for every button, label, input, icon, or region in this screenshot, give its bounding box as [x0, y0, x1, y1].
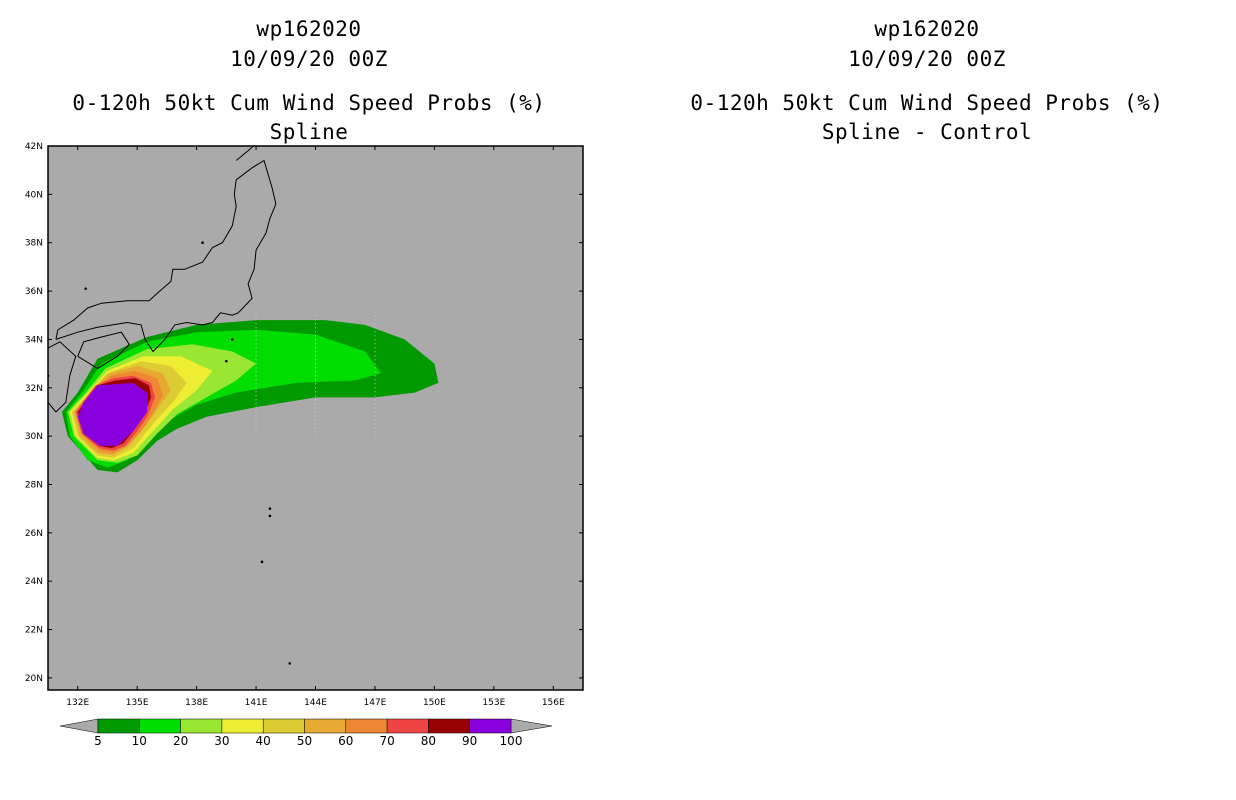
island	[268, 514, 272, 518]
colorbar-label: 50	[297, 734, 312, 748]
x-tick-label: 132E	[66, 698, 89, 708]
panel-title-storm-id: wp162020	[256, 17, 362, 41]
right-panel: wp162020 10/09/20 00Z 0-120h 50kt Cum Wi…	[618, 0, 1236, 800]
probability-contour-90	[77, 382, 148, 446]
x-tick-label: 135E	[126, 698, 149, 708]
y-tick-label: 26N	[25, 529, 43, 539]
panel-title-subtitle: Spline	[269, 120, 349, 144]
colorbar-swatch	[428, 718, 470, 734]
x-tick-label: 147E	[364, 698, 387, 708]
colorbar-label: 30	[214, 734, 229, 748]
x-tick-label: 153E	[482, 698, 505, 708]
colorbar-label: 40	[256, 734, 271, 748]
y-tick-label: 38N	[25, 239, 43, 249]
colorbar-label: 90	[462, 734, 477, 748]
y-tick-label: 30N	[25, 432, 43, 442]
y-tick-label: 36N	[25, 287, 43, 297]
colorbar-swatch	[469, 718, 512, 734]
colorbar-swatch	[139, 718, 181, 734]
x-tick-label: 150E	[423, 698, 446, 708]
y-tick-label: 20N	[25, 674, 43, 684]
island	[288, 662, 292, 665]
coastline	[77, 331, 130, 369]
colorbar-label: 80	[421, 734, 436, 748]
y-tick-label: 40N	[25, 190, 43, 200]
panel-title-subtitle: Spline - Control	[821, 120, 1033, 144]
island	[268, 507, 272, 510]
x-tick-label: 138E	[185, 698, 208, 708]
colorbar-label: 5	[94, 734, 102, 748]
colorbar-swatch	[180, 718, 223, 734]
y-tick-label: 42N	[25, 142, 43, 152]
colorbar-left-arrow	[59, 718, 99, 734]
panel-title-product: 0-120h 50kt Cum Wind Speed Probs (%)	[72, 91, 546, 115]
colorbar-label: 100	[500, 734, 523, 748]
island	[230, 338, 234, 341]
coastline	[48, 341, 77, 413]
left-panel: wp162020 10/09/20 00Z 0-120h 50kt Cum Wi…	[25, 17, 584, 748]
difference-map: 20N22N24N26N28N30N32N34N36N38N40N42N132E…	[618, 0, 1236, 800]
colorbar-label: 70	[379, 734, 394, 748]
colorbar-right-arrow	[510, 718, 553, 734]
island	[225, 359, 228, 363]
island	[260, 560, 264, 564]
colorbar-label: 60	[338, 734, 353, 748]
colorbar-swatch	[345, 718, 388, 734]
panel-title-date: 10/09/20 00Z	[230, 47, 388, 71]
y-tick-label: 32N	[25, 384, 43, 394]
x-tick-label: 141E	[245, 698, 268, 708]
island	[84, 287, 87, 290]
panel-title-product: 0-120h 50kt Cum Wind Speed Probs (%)	[690, 91, 1164, 115]
colorbar-label: 10	[132, 734, 147, 748]
colorbar-swatch	[97, 718, 140, 734]
coastline	[235, 146, 266, 161]
island	[201, 241, 204, 245]
y-tick-label: 28N	[25, 480, 43, 490]
panel-title-date: 10/09/20 00Z	[848, 47, 1006, 71]
y-tick-label: 34N	[25, 335, 43, 345]
y-tick-label: 24N	[25, 577, 43, 587]
map-layer	[48, 146, 439, 665]
x-tick-label: 144E	[304, 698, 327, 708]
y-tick-label: 22N	[25, 626, 43, 636]
colorbar-label: 20	[173, 734, 188, 748]
colorbar-swatch	[386, 718, 429, 734]
colorbar-swatch	[262, 718, 305, 734]
x-tick-label: 156E	[542, 698, 565, 708]
colorbar-swatch	[221, 718, 264, 734]
coastline	[55, 159, 277, 353]
probability-map: 20N 22N 24N 26N 28N 30N 32N 34N 36N 38N 40N 42N 132E…	[25, 142, 584, 748]
colorbar-swatch	[304, 718, 347, 734]
panel-title-storm-id: wp162020	[874, 17, 980, 41]
